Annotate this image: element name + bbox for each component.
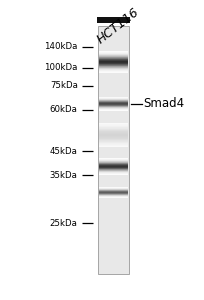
Bar (99, 145, 128, 146)
Bar (99, 137, 128, 138)
Text: 25kDa: 25kDa (50, 219, 78, 228)
Bar (99, 144, 128, 145)
Bar (99, 142, 128, 143)
Text: HCT116: HCT116 (95, 5, 142, 46)
Bar (99, 132, 128, 133)
Bar (99, 136, 128, 137)
Bar (99, 131, 128, 132)
Bar (99, 143, 128, 144)
Text: 60kDa: 60kDa (50, 105, 78, 114)
Bar (99, 146, 128, 147)
Bar (99, 129, 128, 130)
Bar (99, 138, 128, 139)
Text: 45kDa: 45kDa (50, 147, 78, 156)
Bar (99, 128, 128, 129)
Bar (99, 139, 128, 140)
Text: Smad4: Smad4 (144, 97, 185, 110)
Text: 35kDa: 35kDa (50, 171, 78, 180)
Bar (99, 125, 128, 126)
Bar (97, 16, 130, 23)
Bar (99, 134, 128, 135)
Bar (99, 133, 128, 134)
Bar (99, 135, 128, 136)
Text: 100kDa: 100kDa (44, 63, 78, 72)
Text: 140kDa: 140kDa (44, 43, 78, 52)
Bar (99, 127, 128, 128)
Text: 75kDa: 75kDa (50, 81, 78, 90)
Bar (98, 26, 129, 274)
Bar (99, 140, 128, 141)
Bar (99, 123, 128, 124)
Bar (99, 130, 128, 131)
Bar (99, 124, 128, 125)
Bar (99, 126, 128, 127)
Bar (99, 141, 128, 142)
